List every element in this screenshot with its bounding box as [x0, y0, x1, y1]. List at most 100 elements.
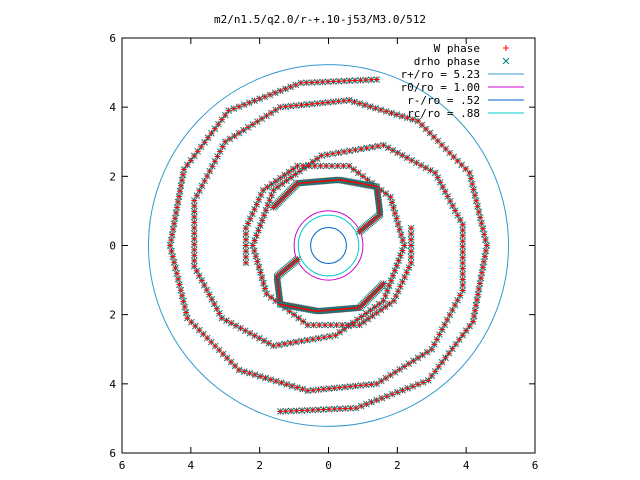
data-point [177, 182, 185, 190]
data-point [361, 101, 369, 109]
data-point [353, 316, 361, 324]
data-point [315, 321, 323, 329]
data-point [459, 243, 467, 251]
data-point [293, 407, 300, 415]
data-point [295, 314, 303, 322]
data-point [459, 237, 467, 245]
data-point [172, 264, 179, 272]
data-point [240, 101, 248, 109]
legend-swatch [502, 57, 510, 65]
data-point [190, 262, 198, 270]
data-point [335, 97, 342, 105]
data-point [478, 219, 485, 227]
data-point [388, 199, 396, 206]
data-point [389, 146, 397, 154]
data-point [366, 103, 374, 110]
data-point [459, 281, 467, 289]
data-point [187, 157, 195, 164]
data-point [276, 103, 284, 111]
data-point [180, 166, 188, 173]
data-point [292, 102, 300, 109]
data-point [276, 87, 284, 95]
data-point [328, 162, 336, 170]
data-point [407, 236, 415, 244]
data-point [377, 306, 385, 314]
data-point [393, 388, 401, 396]
data-point [407, 253, 415, 261]
data-point [313, 78, 321, 86]
data-point [390, 204, 397, 212]
data-point [242, 242, 250, 249]
data-point [452, 340, 460, 348]
data-point [275, 341, 283, 349]
data-point [190, 230, 198, 237]
data-point [313, 155, 321, 163]
data-point [475, 285, 483, 293]
data-point [399, 386, 406, 394]
y-tick-label: 2 [109, 309, 116, 322]
data-point [368, 143, 376, 151]
data-point [287, 102, 295, 110]
legend-label: r+/ro = 5.23 [401, 68, 480, 81]
y-tick-label: 2 [109, 170, 116, 183]
data-point [177, 286, 185, 294]
data-point [276, 174, 284, 182]
data-point [395, 257, 402, 264]
data-point [472, 197, 480, 205]
data-point [309, 406, 317, 414]
data-point [475, 208, 483, 216]
data-point [218, 116, 226, 124]
data-point [387, 277, 395, 285]
data-point [235, 366, 243, 374]
data-point [308, 100, 316, 108]
data-point [470, 186, 477, 193]
data-point [219, 143, 227, 151]
data-point [362, 76, 370, 84]
data-point [258, 115, 266, 123]
data-point [396, 366, 403, 373]
data-point [373, 380, 381, 388]
data-point [459, 287, 467, 294]
data-point [181, 303, 189, 311]
data-point [288, 382, 296, 390]
x-tick-label: 0 [325, 459, 332, 472]
data-point [431, 169, 439, 177]
data-point [356, 321, 363, 329]
data-point [278, 379, 285, 387]
x-tick-label: 4 [188, 459, 195, 472]
data-point [407, 224, 415, 232]
data-point [387, 193, 394, 201]
data-point [272, 177, 280, 185]
y-tick-label: 4 [109, 378, 116, 391]
data-point [352, 404, 360, 412]
data-point [393, 111, 401, 118]
data-point [467, 175, 475, 182]
circle-1 [293, 210, 364, 281]
data-point [326, 333, 334, 340]
data-point [176, 187, 184, 195]
data-point [340, 77, 348, 85]
data-point [304, 387, 312, 395]
data-point [377, 106, 385, 114]
data-point [251, 97, 258, 105]
legend-label: r-/ro = .52 [407, 94, 480, 107]
data-point [371, 303, 379, 311]
data-point [418, 121, 426, 129]
data-point [400, 242, 408, 249]
data-point [197, 143, 205, 151]
data-point [456, 216, 464, 224]
data-point [357, 145, 365, 153]
x-tick-label: 6 [532, 459, 539, 472]
data-point [383, 392, 391, 400]
data-point [278, 180, 286, 188]
data-point [174, 275, 182, 283]
data-point [372, 104, 379, 112]
data-point [184, 314, 191, 322]
data-point [333, 321, 340, 329]
data-point [175, 193, 183, 200]
data-point [226, 135, 234, 143]
data-point [471, 307, 479, 315]
data-point [180, 298, 187, 305]
